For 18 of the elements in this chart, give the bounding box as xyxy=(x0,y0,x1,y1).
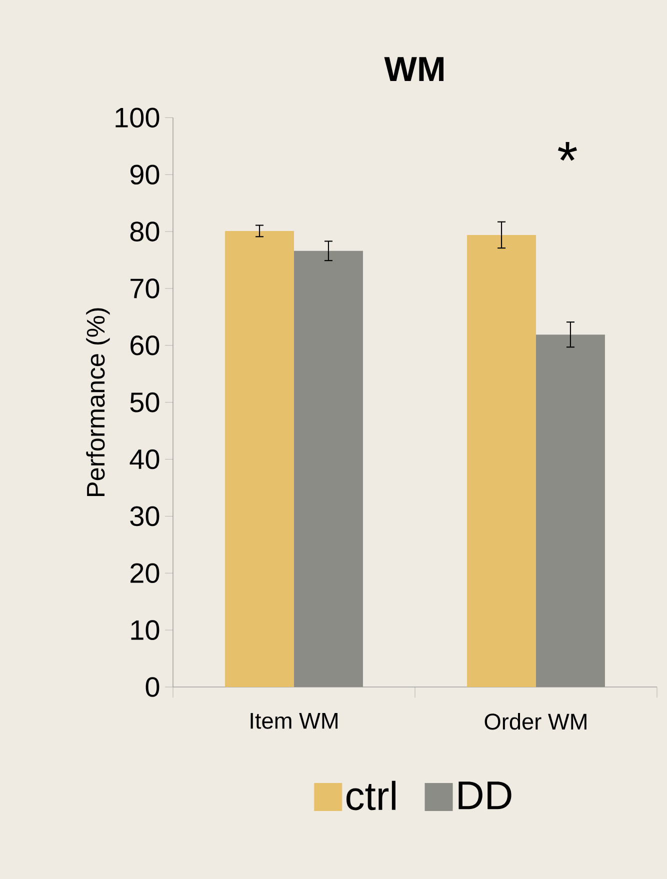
y-tick-label: 0 xyxy=(146,677,160,697)
y-tick-label: 50 xyxy=(130,392,160,412)
y-tick-label: 80 xyxy=(130,222,160,242)
y-tick-label: 70 xyxy=(130,278,160,298)
annotation: * xyxy=(558,142,578,161)
y-axis-title: Performance (%) xyxy=(86,308,110,496)
y-tick-label: 60 xyxy=(130,335,160,356)
chart-title: WM xyxy=(384,57,444,81)
y-tick-label: 10 xyxy=(131,620,160,640)
x-tick-label: Item WM xyxy=(250,713,338,729)
y-tick-label: 100 xyxy=(116,108,160,128)
y-tick-label: 40 xyxy=(130,449,160,470)
legend-label: DD xyxy=(458,782,512,810)
legend-label: ctrl xyxy=(346,780,396,810)
x-tick-label: Order WM xyxy=(484,713,586,730)
y-tick-label: 30 xyxy=(130,506,160,526)
y-tick-label: 90 xyxy=(130,164,160,185)
y-tick-label: 20 xyxy=(130,563,160,584)
